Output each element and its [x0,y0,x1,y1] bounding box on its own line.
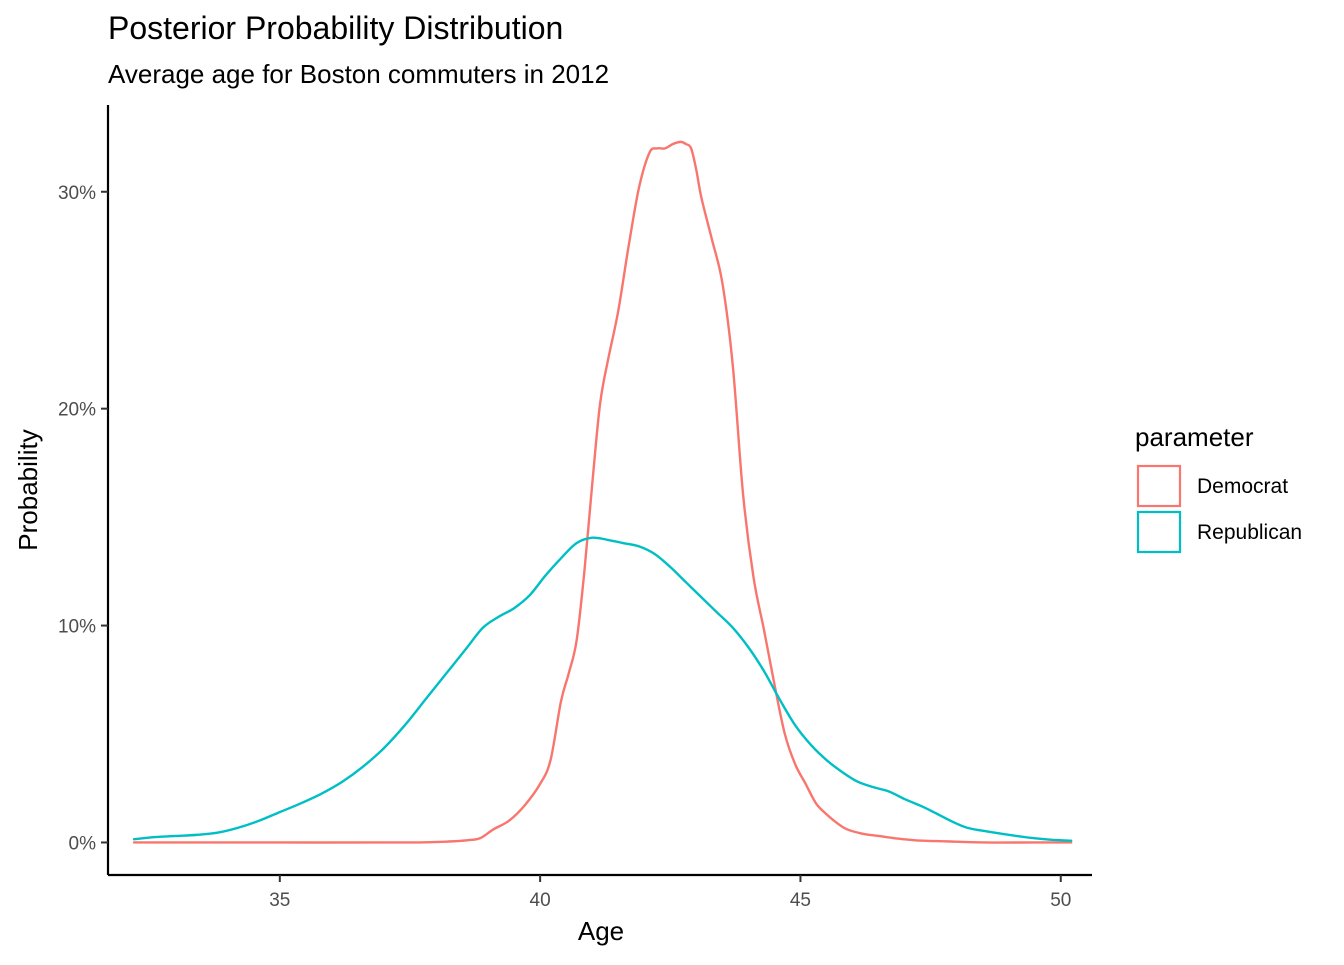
legend-key-republican [1136,510,1182,554]
chart-subtitle: Average age for Boston commuters in 2012 [108,59,609,89]
x-axis-title: Age [578,916,624,946]
y-tick-label: 20% [58,400,96,421]
x-tick-label: 40 [530,890,551,911]
legend-items: Democrat Republican [1136,464,1302,554]
legend-label-democrat: Democrat [1197,475,1288,498]
y-axis-title: Probability [13,429,43,550]
chart-title: Posterior Probability Distribution [108,10,563,46]
series-line-republican [132,536,1073,842]
plot-layer [132,140,1073,844]
y-tick-label: 30% [58,183,96,204]
legend-title: parameter [1135,422,1254,452]
legend: parameter Democrat Republican [1135,422,1302,554]
x-tick-label: 45 [790,890,811,911]
legend-key-democrat [1136,464,1182,508]
axis-layer: 35 40 45 50 0% 10% 20% 30% [58,105,1092,911]
series-line-democrat [132,140,1073,844]
x-tick-label: 35 [269,890,290,911]
x-tick-label: 50 [1050,890,1071,911]
y-tick-label: 10% [58,617,96,638]
legend-label-republican: Republican [1197,521,1302,544]
y-tick-label: 0% [69,833,97,854]
